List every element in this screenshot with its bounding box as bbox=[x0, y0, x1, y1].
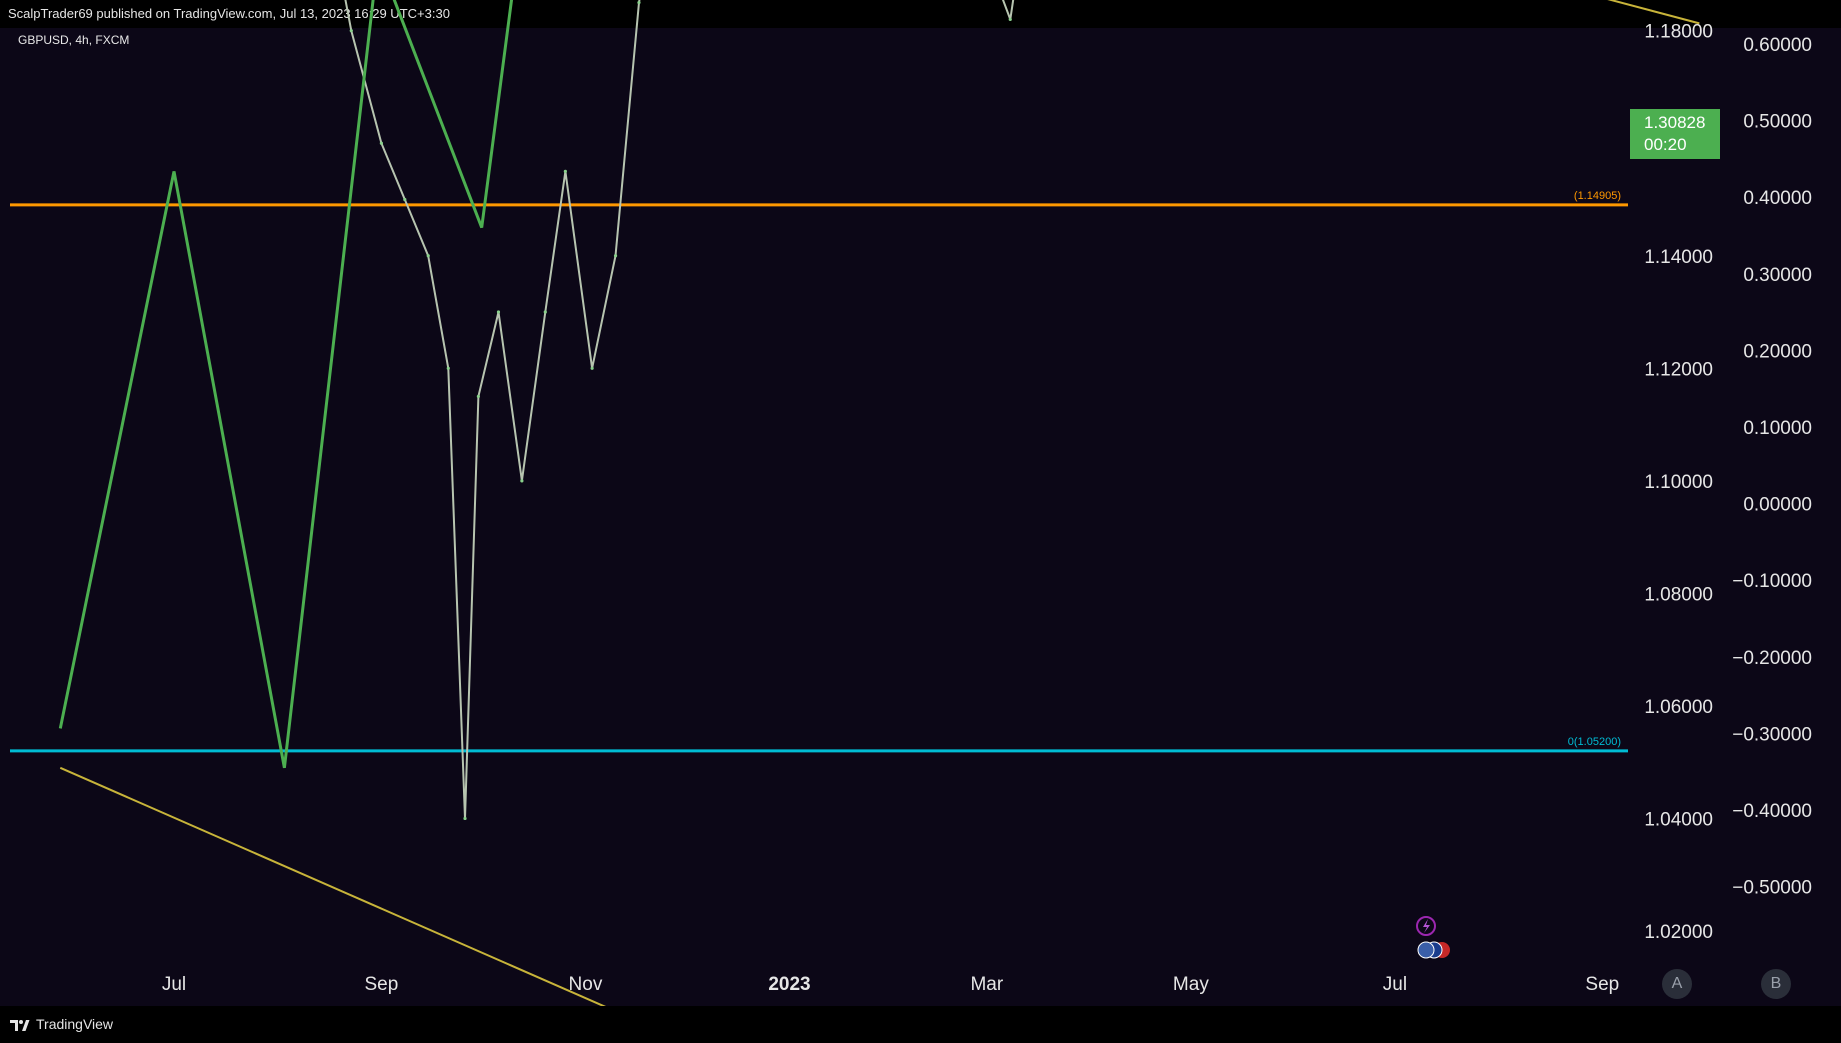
time-tick-label: Sep bbox=[364, 974, 398, 995]
secondary-tick-label: −0.10000 bbox=[1732, 571, 1812, 592]
level-label: (1.14905) bbox=[1574, 190, 1621, 202]
axis-button-b[interactable]: B bbox=[1761, 969, 1791, 999]
price-point bbox=[543, 310, 547, 314]
secondary-tick-label: 0.30000 bbox=[1743, 265, 1812, 286]
price-series-layer bbox=[344, 0, 1015, 821]
price-point bbox=[563, 169, 567, 173]
current-price-value: 1.30828 bbox=[1644, 113, 1706, 132]
current-price-label: 1.30828 00:20 bbox=[1630, 109, 1720, 159]
price-tick-label: 1.08000 bbox=[1644, 584, 1713, 605]
trendlines-layer bbox=[59, 0, 1700, 1043]
price-point bbox=[590, 366, 594, 370]
brand-label: TradingView bbox=[36, 1016, 114, 1032]
price-point bbox=[379, 141, 383, 145]
price-point bbox=[349, 29, 353, 33]
secondary-tick-label: 0.60000 bbox=[1743, 35, 1812, 56]
axis-button-a[interactable]: A bbox=[1662, 969, 1692, 999]
secondary-tick-label: 0.00000 bbox=[1743, 495, 1812, 516]
price-point bbox=[426, 254, 430, 258]
secondary-tick-label: −0.40000 bbox=[1732, 801, 1812, 822]
price-point bbox=[446, 366, 450, 370]
footer-bar: TradingView bbox=[0, 1006, 1841, 1043]
price-tick-label: 1.14000 bbox=[1644, 247, 1713, 268]
price-point bbox=[637, 0, 641, 5]
secondary-tick-label: −0.50000 bbox=[1732, 878, 1812, 899]
secondary-tick-label: 0.20000 bbox=[1743, 341, 1812, 362]
price-tick-label: 1.12000 bbox=[1644, 359, 1713, 380]
price-tick-label: 1.10000 bbox=[1644, 472, 1713, 493]
trendline[interactable] bbox=[59, 766, 690, 1043]
time-tick-label: 2023 bbox=[768, 974, 810, 995]
price-tick-label: 1.18000 bbox=[1644, 22, 1713, 43]
tradingview-brand[interactable]: TradingView bbox=[10, 1006, 113, 1043]
time-tick-label: Jul bbox=[1383, 974, 1407, 995]
event-icons bbox=[1416, 916, 1450, 959]
price-point bbox=[496, 310, 501, 314]
zigzag-pattern[interactable] bbox=[58, 0, 913, 769]
price-point bbox=[463, 816, 467, 821]
bar-countdown: 00:20 bbox=[1644, 135, 1687, 154]
time-tick-label: May bbox=[1173, 974, 1209, 995]
price-point bbox=[1008, 17, 1012, 22]
price-tick-label: 1.06000 bbox=[1644, 697, 1713, 718]
time-tick-label: Nov bbox=[569, 974, 603, 995]
time-tick-label: Sep bbox=[1585, 974, 1619, 995]
price-point bbox=[520, 479, 524, 483]
flash-glyph-icon bbox=[1423, 919, 1430, 933]
secondary-tick-label: −0.30000 bbox=[1732, 724, 1812, 745]
trendline[interactable] bbox=[60, 0, 1700, 25]
time-axis: Jul Sep Nov 2023 Mar May Jul Sep bbox=[162, 974, 1619, 995]
time-tick-label: Jul bbox=[162, 974, 186, 995]
price-point bbox=[403, 197, 407, 202]
price-point bbox=[613, 254, 618, 258]
price-point bbox=[476, 394, 480, 399]
price-tick-label: 1.04000 bbox=[1644, 809, 1713, 830]
price-tick-label: 1.02000 bbox=[1644, 922, 1713, 943]
zigzag-layer bbox=[58, 0, 913, 769]
flash-event-icon bbox=[1416, 916, 1436, 936]
plot-background bbox=[10, 28, 1628, 962]
secondary-tick-label: 0.40000 bbox=[1743, 188, 1812, 209]
us-flag-event-icon-2 bbox=[1417, 941, 1435, 959]
price-axis-background bbox=[1628, 28, 1841, 962]
time-tick-label: Mar bbox=[970, 974, 1003, 995]
publish-header: ScalpTrader69 published on TradingView.c… bbox=[0, 0, 1841, 28]
symbol-title: GBPUSD, 4h, FXCM bbox=[18, 33, 130, 47]
level-label: 0(1.05200) bbox=[1568, 736, 1621, 748]
levels-layer: (1.31325)(1.14905)0(1.05200) bbox=[10, 190, 1628, 753]
secondary-tick-label: 0.50000 bbox=[1743, 112, 1812, 133]
tradingview-logo-icon bbox=[10, 1019, 30, 1031]
secondary-tick-label: −0.20000 bbox=[1732, 648, 1812, 669]
price-axis: 1.340001.320001.300001.280001.260001.240… bbox=[1644, 22, 1713, 943]
secondary-axis: 0.60000 0.50000 0.40000 0.30000 0.20000 0.100… bbox=[1732, 35, 1812, 899]
secondary-tick-label: 0.10000 bbox=[1743, 418, 1812, 439]
